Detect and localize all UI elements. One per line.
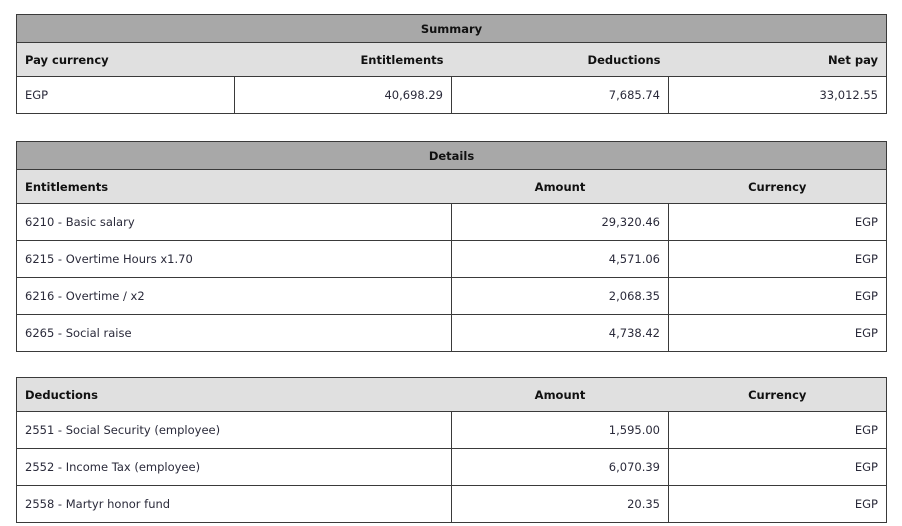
header-currency: Currency [668,377,887,412]
entitlement-amount: 2,068.35 [451,277,669,315]
header-amount: Amount [451,169,669,204]
entitlement-row: 6215 - Overtime Hours x1.70 4,571.06 EGP [16,240,887,278]
entitlement-currency: EGP [668,277,887,315]
deduction-label: 2558 - Martyr honor fund [16,485,452,523]
header-amount: Amount [451,377,669,412]
summary-title: Summary [16,14,887,43]
details-entitlements-table: Details Entitlements Amount Currency 621… [16,141,887,352]
header-deductions-label: Deductions [16,377,452,412]
net-pay-value: 33,012.55 [668,76,887,114]
entitlement-amount: 4,738.42 [451,314,669,352]
header-currency: Currency [668,169,887,204]
entitlement-amount: 4,571.06 [451,240,669,278]
entitlement-currency: EGP [668,240,887,278]
entitlement-currency: EGP [668,203,887,241]
details-deductions-table: Deductions Amount Currency 2551 - Social… [16,377,887,523]
header-entitlements-label: Entitlements [16,169,452,204]
summary-table: Summary Pay currency Entitlements Deduct… [16,14,887,114]
deduction-amount: 20.35 [451,485,669,523]
details-title: Details [16,141,887,170]
deduction-row: 2551 - Social Security (employee) 1,595.… [16,411,887,449]
header-deductions: Deductions [451,42,669,77]
deductions-total: 7,685.74 [451,76,669,114]
entitlement-label: 6265 - Social raise [16,314,452,352]
deduction-row: 2558 - Martyr honor fund 20.35 EGP [16,485,887,523]
deduction-currency: EGP [668,411,887,449]
header-entitlements: Entitlements [234,42,452,77]
deduction-currency: EGP [668,485,887,523]
header-pay-currency: Pay currency [16,42,235,77]
entitlement-label: 6210 - Basic salary [16,203,452,241]
pay-currency-value: EGP [16,76,235,114]
deduction-row: 2552 - Income Tax (employee) 6,070.39 EG… [16,448,887,486]
entitlement-row: 6210 - Basic salary 29,320.46 EGP [16,203,887,241]
deduction-currency: EGP [668,448,887,486]
entitlement-label: 6215 - Overtime Hours x1.70 [16,240,452,278]
summary-row: EGP 40,698.29 7,685.74 33,012.55 [16,76,887,114]
entitlements-total: 40,698.29 [234,76,452,114]
deduction-label: 2552 - Income Tax (employee) [16,448,452,486]
entitlement-row: 6265 - Social raise 4,738.42 EGP [16,314,887,352]
entitlement-amount: 29,320.46 [451,203,669,241]
deduction-label: 2551 - Social Security (employee) [16,411,452,449]
deduction-amount: 1,595.00 [451,411,669,449]
deduction-amount: 6,070.39 [451,448,669,486]
entitlement-label: 6216 - Overtime / x2 [16,277,452,315]
entitlement-currency: EGP [668,314,887,352]
entitlement-row: 6216 - Overtime / x2 2,068.35 EGP [16,277,887,315]
header-net-pay: Net pay [668,42,887,77]
